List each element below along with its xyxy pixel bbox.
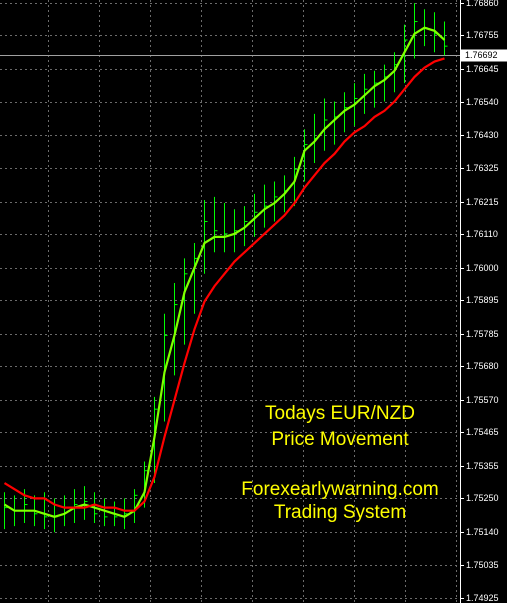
y-tick-label: 1.76110 [466, 229, 498, 239]
annotation: Price Movement [271, 429, 409, 450]
y-tick-label: 1.75785 [466, 329, 499, 339]
annotation: Trading System [274, 502, 406, 523]
y-tick-label: 1.76000 [466, 263, 499, 273]
y-tick-label: 1.75570 [466, 395, 499, 405]
y-tick-label: 1.75680 [466, 361, 499, 371]
y-tick-label: 1.76215 [466, 197, 499, 207]
annotation: Forexearlywarning.com [241, 479, 438, 500]
y-tick-label: 1.76755 [466, 30, 499, 40]
annotation: Todays EUR/NZD [265, 403, 415, 424]
y-tick-label: 1.75140 [466, 527, 499, 537]
y-tick-label: 1.75465 [466, 427, 499, 437]
moving-average [3, 57, 445, 512]
y-tick-label: 1.75895 [466, 295, 499, 305]
y-tick-label: 1.76645 [466, 64, 499, 74]
current-price-box [461, 49, 507, 62]
y-tick-label: 1.75250 [466, 493, 499, 503]
y-tick-label: 1.76860 [466, 0, 499, 8]
y-tick-label: 1.76430 [466, 130, 499, 140]
y-tick-label: 1.76540 [466, 97, 499, 107]
current-price-label: 1.76692 [465, 50, 498, 60]
y-tick-label: 1.75035 [466, 560, 499, 570]
y-tick-label: 1.75355 [466, 461, 499, 471]
y-tick-label: 1.74925 [466, 593, 499, 603]
y-tick-label: 1.76325 [466, 163, 499, 173]
